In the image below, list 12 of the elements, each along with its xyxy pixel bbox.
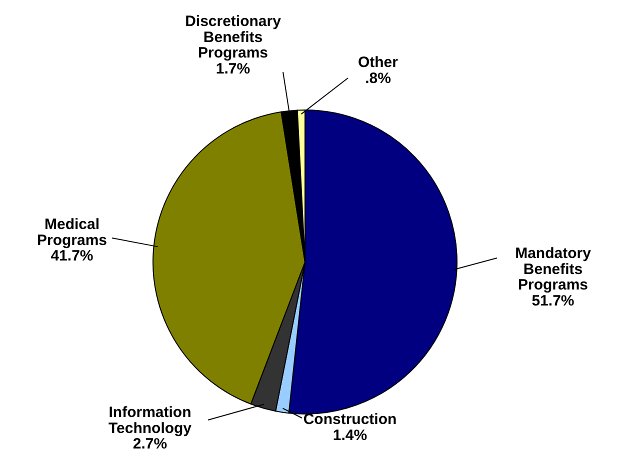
data-label: 1.7%: [216, 60, 250, 78]
slice-label: Information Technology: [108, 404, 192, 437]
slice-label: Construction: [303, 411, 397, 428]
slice-label: Discretionary Benefits Programs: [185, 13, 282, 62]
data-label: 41.7%: [50, 248, 94, 264]
data-label: 2.7%: [132, 436, 168, 452]
data-label: 1.4%: [332, 426, 368, 444]
slice-label: Other: [358, 54, 398, 71]
data-label: 51.7%: [532, 292, 574, 310]
data-label: .8%: [365, 70, 391, 87]
slice-label: Medical Programs: [36, 216, 108, 249]
legend-label: Mandatory Benefits Programs: [515, 245, 592, 294]
